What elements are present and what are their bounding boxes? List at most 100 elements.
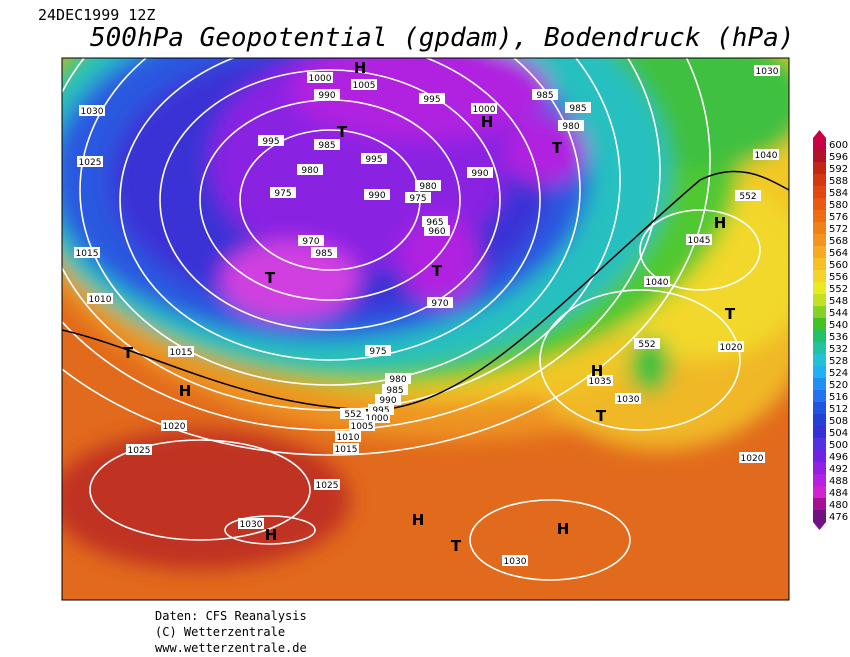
- colorbar-label: 492: [829, 464, 848, 475]
- contour-label-bg: [314, 89, 340, 100]
- date-label: 24DEC1999 12Z: [38, 6, 155, 24]
- colorbar-label: 548: [829, 296, 848, 307]
- contour-label: 995: [423, 95, 440, 105]
- contour-label-bg: [333, 443, 359, 454]
- colorbar-swatch: [813, 138, 826, 150]
- footer-source: Daten: CFS Reanalysis: [155, 609, 307, 623]
- colorbar-swatch: [813, 186, 826, 198]
- colorbar-label: 596: [829, 152, 848, 163]
- contour-label-bg: [238, 518, 264, 529]
- colorbar-label: 504: [829, 428, 848, 439]
- pressure-center: H: [265, 526, 278, 544]
- colorbar-swatch: [813, 474, 826, 486]
- colorbar-label: 600: [829, 140, 848, 151]
- colorbar-label: 576: [829, 212, 848, 223]
- colorbar-label: 592: [829, 164, 848, 175]
- colorbar-swatch: [813, 426, 826, 438]
- contour-label: 1030: [81, 107, 104, 117]
- contour-label: 980: [562, 122, 579, 132]
- contour-label: 1000: [473, 105, 496, 115]
- pressure-center: T: [432, 262, 443, 280]
- contour-label-bg: [311, 247, 337, 258]
- colorbar-swatch: [813, 150, 826, 162]
- colorbar-label: 532: [829, 344, 848, 355]
- colorbar-label: 588: [829, 176, 848, 187]
- contour-label-bg: [753, 149, 779, 160]
- contour-label: 985: [386, 386, 403, 396]
- contour-label-bg: [126, 444, 152, 455]
- colorbar-swatch: [813, 210, 826, 222]
- colorbar-swatch: [813, 414, 826, 426]
- contour-label: 990: [318, 91, 335, 101]
- contour-label-bg: [471, 103, 497, 114]
- contour-label: 980: [419, 182, 436, 192]
- contour-label-bg: [340, 408, 366, 419]
- colorbar-label: 552: [829, 284, 848, 295]
- colorbar-swatch: [813, 270, 826, 282]
- contour-label: 970: [431, 299, 448, 309]
- contour-label-bg: [718, 341, 744, 352]
- contour-label-bg: [415, 180, 441, 191]
- contour-label: 1040: [755, 151, 778, 161]
- colorbar-swatch: [813, 342, 826, 354]
- contour-label-bg: [361, 153, 387, 164]
- pressure-center: T: [337, 123, 348, 141]
- contour-label-bg: [314, 479, 340, 490]
- colorbar-swatch: [813, 438, 826, 450]
- contour-label: 1020: [163, 422, 186, 432]
- contour-label-bg: [298, 235, 324, 246]
- contour-label: 1030: [617, 395, 640, 405]
- contour-label-bg: [502, 555, 528, 566]
- colorbar-swatch: [813, 390, 826, 402]
- contour-label: 1010: [337, 433, 360, 443]
- contour-label: 995: [262, 137, 279, 147]
- pressure-center: H: [481, 113, 494, 131]
- contour-label-bg: [349, 420, 375, 431]
- contour-label-bg: [364, 189, 390, 200]
- contour-label-bg: [258, 135, 284, 146]
- pressure-center: H: [557, 520, 570, 538]
- contour-label: 552: [638, 340, 655, 350]
- colorbar-swatch: [813, 306, 826, 318]
- colorbar-label: 540: [829, 320, 848, 331]
- contour-label: 1025: [128, 446, 151, 456]
- contour-label: 980: [389, 375, 406, 385]
- contour-label: 1025: [316, 481, 339, 491]
- contour-label-bg: [739, 452, 765, 463]
- colorbar-swatch: [813, 258, 826, 270]
- contour-label: 985: [318, 141, 335, 151]
- pressure-center: T: [265, 269, 276, 287]
- contour-label-bg: [307, 72, 333, 83]
- colorbar-swatch: [813, 330, 826, 342]
- contour-label-bg: [422, 216, 448, 227]
- contour-label: 975: [274, 189, 291, 199]
- contour-label-bg: [686, 234, 712, 245]
- pressure-center: H: [412, 511, 425, 529]
- colorbar-arrow-bottom: [813, 522, 826, 530]
- contour-label: 995: [365, 155, 382, 165]
- contour-label: 552: [344, 410, 361, 420]
- contour-label-bg: [419, 93, 445, 104]
- colorbar-label: 500: [829, 440, 848, 451]
- contour-label-bg: [77, 156, 103, 167]
- contour-label-bg: [558, 120, 584, 131]
- contour-label-bg: [424, 225, 450, 236]
- colorbar-arrow-top: [813, 130, 826, 138]
- contour-label: 985: [569, 104, 586, 114]
- contour-label: 1040: [646, 278, 669, 288]
- contour-label: 980: [301, 166, 318, 176]
- contour-label-bg: [427, 297, 453, 308]
- colorbar-swatch: [813, 174, 826, 186]
- contour-label-bg: [754, 65, 780, 76]
- contour-label-bg: [297, 164, 323, 175]
- contour-label-bg: [644, 276, 670, 287]
- colorbar-label: 524: [829, 368, 848, 379]
- map-title: 500hPa Geopotential (gpdam), Bodendruck …: [90, 23, 794, 53]
- colorbar-label: 568: [829, 236, 848, 247]
- contour-label-bg: [335, 431, 361, 442]
- contour-label-bg: [587, 375, 613, 386]
- contour-label-bg: [79, 105, 105, 116]
- contour-label: 1015: [170, 348, 193, 358]
